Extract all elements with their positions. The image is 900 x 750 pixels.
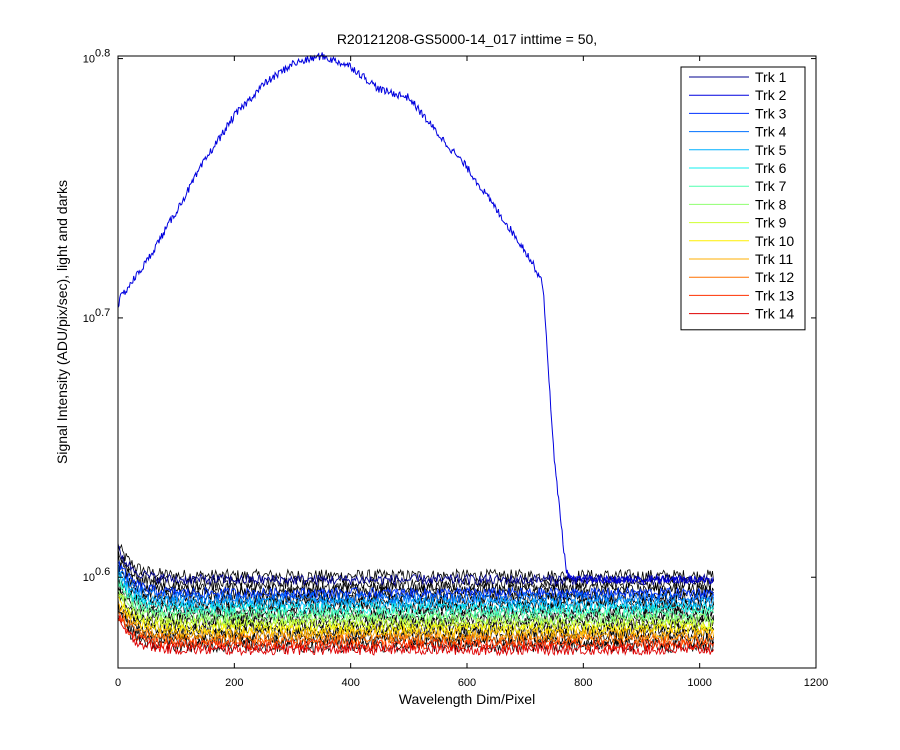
legend-label: Trk 13: [755, 287, 794, 303]
legend-label: Trk 6: [755, 160, 787, 176]
legend-label: Trk 14: [755, 306, 794, 322]
legend-label: Trk 7: [755, 178, 787, 194]
y-tick-label-base: 10: [83, 313, 95, 325]
track-line: [117, 603, 715, 642]
x-tick-label: 1000: [687, 677, 711, 689]
legend: Trk 1 Trk 2 Trk 3 Trk 4 Trk 5 Trk 6 Trk 7 Trk 8…: [680, 66, 806, 331]
legend-label: Trk 8: [755, 196, 787, 212]
x-tick-label: 600: [458, 677, 476, 689]
x-tick-label: 800: [574, 677, 592, 689]
x-tick-label: 200: [225, 677, 243, 689]
x-axis-ticks: 0 200 400 600 800 1000 1200: [115, 56, 828, 689]
x-axis-label: Wavelength Dim/Pixel: [399, 691, 535, 707]
legend-label: Trk 2: [755, 87, 787, 103]
legend-label: Trk 5: [755, 142, 787, 158]
y-tick-label-exponent: 0.7: [95, 307, 110, 319]
track-line: [117, 574, 715, 616]
track-line: [117, 571, 715, 611]
x-tick-label: 1200: [804, 677, 828, 689]
legend-label: Trk 3: [755, 105, 787, 121]
dark-frame-line: [117, 542, 714, 584]
track-line: [117, 545, 714, 587]
track-line: [117, 596, 714, 636]
dark-track-lines: [117, 542, 715, 657]
dark-frame-line: [117, 552, 714, 597]
y-axis-ticks: 10 0.610 0.710 0.8: [83, 48, 816, 584]
legend-box: [680, 66, 806, 331]
y-tick-label-base: 10: [83, 54, 95, 66]
y-axis-label: Signal Intensity (ADU/pix/sec), light an…: [54, 180, 70, 464]
y-tick-label-exponent: 0.8: [95, 48, 110, 60]
y-tick-label-exponent: 0.6: [95, 566, 110, 578]
x-tick-label: 400: [341, 677, 359, 689]
legend-label: Trk 4: [755, 124, 787, 140]
legend-label: Trk 10: [755, 233, 794, 249]
legend-label: Trk 11: [755, 251, 793, 267]
legend-label: Trk 9: [755, 215, 787, 231]
track-line: [117, 560, 715, 600]
legend-label: Trk 12: [755, 269, 794, 285]
track-line-illuminated: [117, 52, 714, 586]
track-line: [117, 562, 715, 605]
track-line: [117, 615, 715, 657]
legend-label: Trk 1: [755, 69, 787, 85]
light-track-line: [117, 52, 714, 586]
x-tick-label: 0: [115, 677, 121, 689]
y-tick-label-base: 10: [83, 572, 95, 584]
chart-title: R20121208-GS5000-14_017 inttime = 50,: [337, 31, 597, 47]
